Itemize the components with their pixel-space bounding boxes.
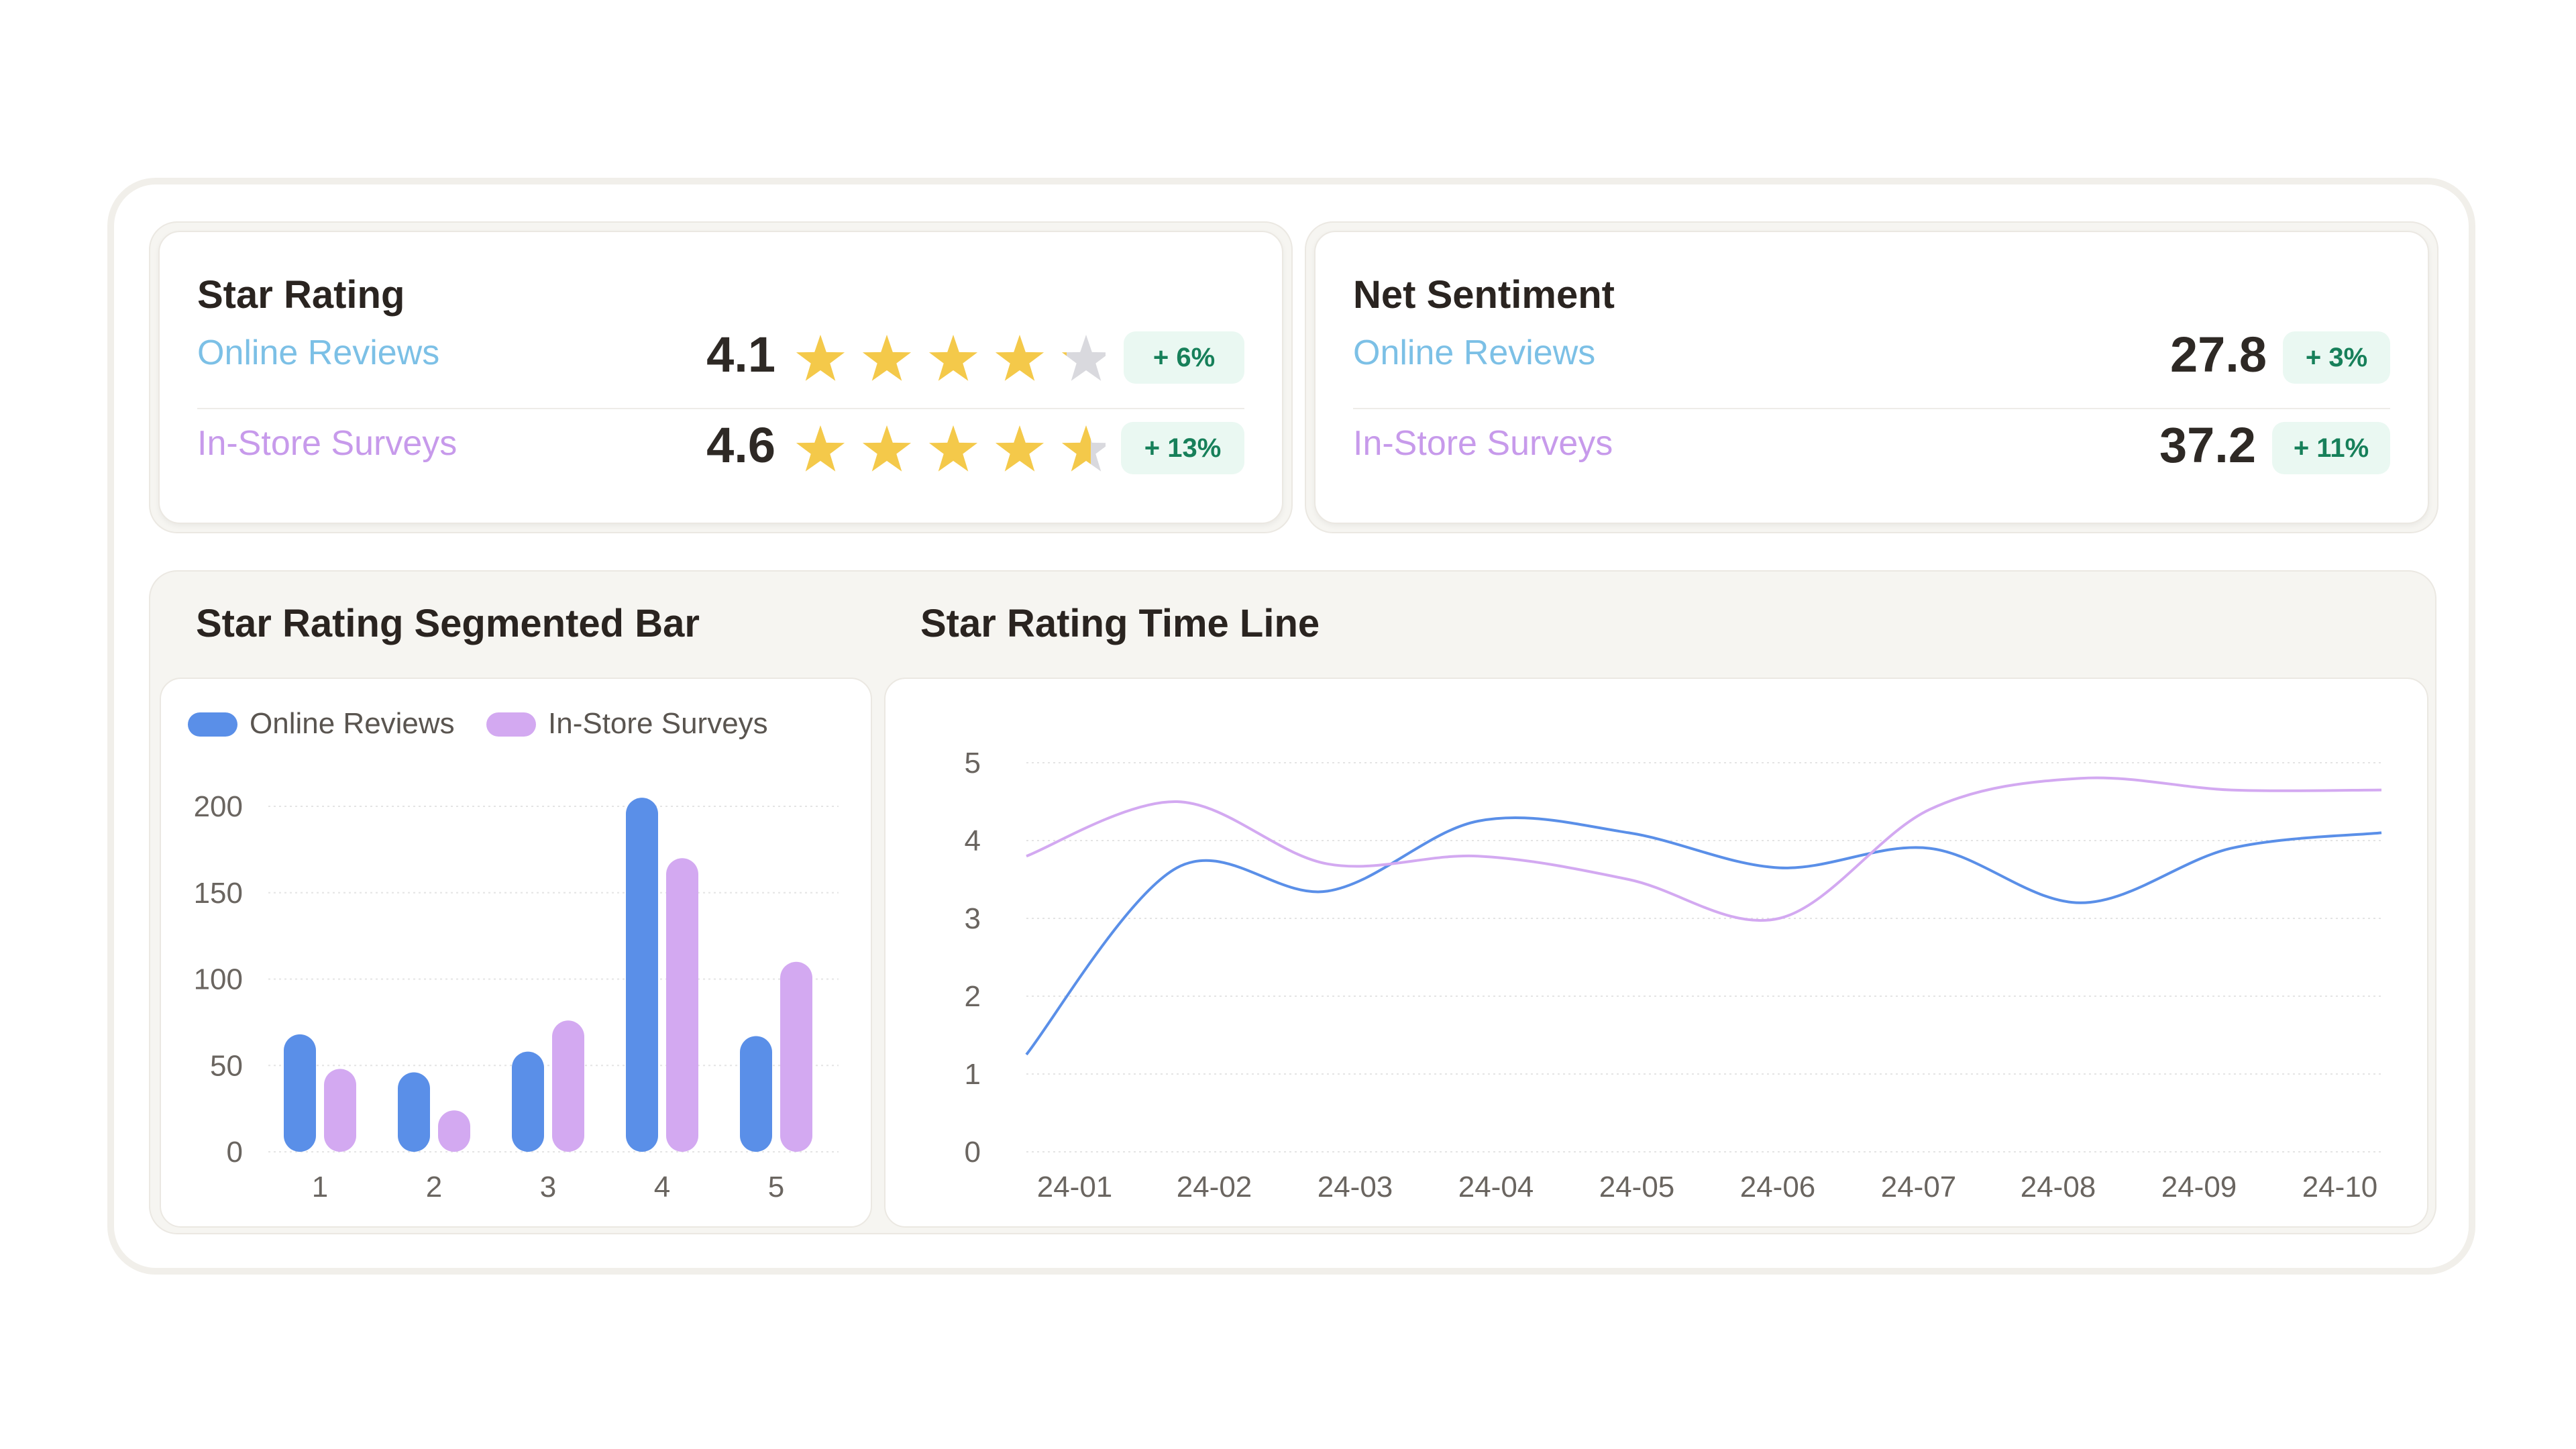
instore-star-icon-3 xyxy=(928,425,978,472)
bar-instore-5 xyxy=(780,961,812,1152)
bar-online-5 xyxy=(740,1036,772,1152)
x-tick-label: 24-06 xyxy=(1740,1171,1816,1203)
star-rating-online-label: Online Reviews xyxy=(197,333,440,372)
x-tick-label: 24-02 xyxy=(1177,1171,1252,1203)
legend-swatch-1 xyxy=(188,712,237,737)
y-tick-label: 0 xyxy=(227,1136,243,1169)
x-tick-label: 24-08 xyxy=(2021,1171,2096,1203)
bar-instore-4 xyxy=(666,858,698,1152)
bar-instore-1 xyxy=(324,1069,356,1152)
instore-star-icon-5 xyxy=(1061,425,1106,472)
line-chart-card: 0 1 2 3 4 5 24-01 24-02 24-03 24-04 24-05 24-06 24-0… xyxy=(884,678,2428,1228)
line-series-instore xyxy=(1026,776,2382,922)
net-sentiment-divider xyxy=(1353,408,2390,409)
instore-star-icon-2 xyxy=(862,425,912,472)
legend-label-1: Online Reviews xyxy=(250,707,455,740)
net-sentiment-instore-change-badge: + 11% xyxy=(2272,422,2390,474)
bar-online-4 xyxy=(626,798,658,1152)
x-tick-label: 24-10 xyxy=(2302,1171,2378,1203)
line-chart: 0 1 2 3 4 5 24-01 24-02 24-03 24-04 24-05 24-06 24-0… xyxy=(965,747,2382,1203)
star-rating-online-stars xyxy=(796,335,1106,381)
x-tick-label: 24-01 xyxy=(1037,1171,1113,1203)
x-tick-label: 24-07 xyxy=(1881,1171,1957,1203)
x-tick-label: 3 xyxy=(540,1171,556,1203)
x-tick-label: 24-03 xyxy=(1318,1171,1393,1203)
y-tick-label: 5 xyxy=(965,747,981,780)
star-rating-instore-stars xyxy=(796,425,1106,472)
bar-chart-title: Star Rating Segmented Bar xyxy=(196,602,700,645)
line-series-online xyxy=(1025,816,2382,1056)
instore-star-icon-4 xyxy=(995,425,1044,472)
star-rating-title: Star Rating xyxy=(197,273,405,317)
legend-label-2: In-Store Surveys xyxy=(548,707,768,740)
y-tick-label: 0 xyxy=(965,1136,981,1169)
x-tick-label: 2 xyxy=(426,1171,442,1203)
star-rating-online-change-badge: + 6% xyxy=(1124,331,1244,384)
star-rating-instore-change-badge: + 13% xyxy=(1121,422,1244,474)
star-rating-divider xyxy=(197,408,1244,409)
star-rating-online-value: 4.1 xyxy=(706,327,775,382)
online-star-icon-4 xyxy=(995,335,1044,381)
x-tick-label: 5 xyxy=(768,1171,784,1203)
y-tick-label: 150 xyxy=(194,877,243,910)
net-sentiment-instore-value: 37.2 xyxy=(2159,417,2256,473)
x-tick-label: 24-09 xyxy=(2161,1171,2237,1203)
net-sentiment-instore-label: In-Store Surveys xyxy=(1353,424,1613,463)
online-star-icon-5 xyxy=(1061,335,1106,381)
bar-instore-2 xyxy=(438,1110,470,1152)
bar-chart: Online Reviews In-Store Surveys 0 50 100 150 2… xyxy=(188,707,839,1203)
y-tick-label: 200 xyxy=(194,790,243,823)
net-sentiment-online-label: Online Reviews xyxy=(1353,333,1596,372)
bar-online-3 xyxy=(512,1051,544,1152)
net-sentiment-online-change-badge: + 3% xyxy=(2283,331,2390,384)
bar-online-2 xyxy=(398,1072,430,1152)
online-star-icon-2 xyxy=(862,335,912,381)
bar-online-1 xyxy=(284,1034,316,1152)
x-tick-label: 4 xyxy=(654,1171,670,1203)
y-tick-label: 1 xyxy=(965,1058,981,1091)
x-tick-label: 24-04 xyxy=(1458,1171,1534,1203)
star-rating-card: Star Rating Online Reviews 4.1 + 6% In-S… xyxy=(149,221,1293,533)
y-tick-label: 50 xyxy=(210,1049,243,1082)
instore-star-icon-1 xyxy=(796,425,845,472)
charts-panel: Star Rating Segmented Bar Star Rating Ti… xyxy=(149,570,2436,1234)
bar-chart-card: Online Reviews In-Store Surveys 0 50 100 150 2… xyxy=(160,678,872,1228)
y-tick-label: 4 xyxy=(965,824,981,857)
net-sentiment-online-value: 27.8 xyxy=(2169,327,2267,382)
x-tick-label: 1 xyxy=(312,1171,328,1203)
y-tick-label: 2 xyxy=(965,980,981,1013)
legend-swatch-2 xyxy=(486,712,536,737)
net-sentiment-title: Net Sentiment xyxy=(1353,273,1615,317)
line-chart-title: Star Rating Time Line xyxy=(920,602,1320,645)
star-rating-instore-label: In-Store Surveys xyxy=(197,424,458,463)
star-rating-instore-value: 4.6 xyxy=(706,417,775,473)
online-star-icon-3 xyxy=(928,335,978,381)
x-tick-label: 24-05 xyxy=(1599,1171,1675,1203)
bar-instore-3 xyxy=(552,1020,584,1152)
y-tick-label: 100 xyxy=(194,963,243,996)
net-sentiment-card: Net Sentiment Online Reviews 27.8 + 3% I… xyxy=(1305,221,2438,533)
y-tick-label: 3 xyxy=(965,902,981,935)
online-star-icon-1 xyxy=(796,335,845,381)
